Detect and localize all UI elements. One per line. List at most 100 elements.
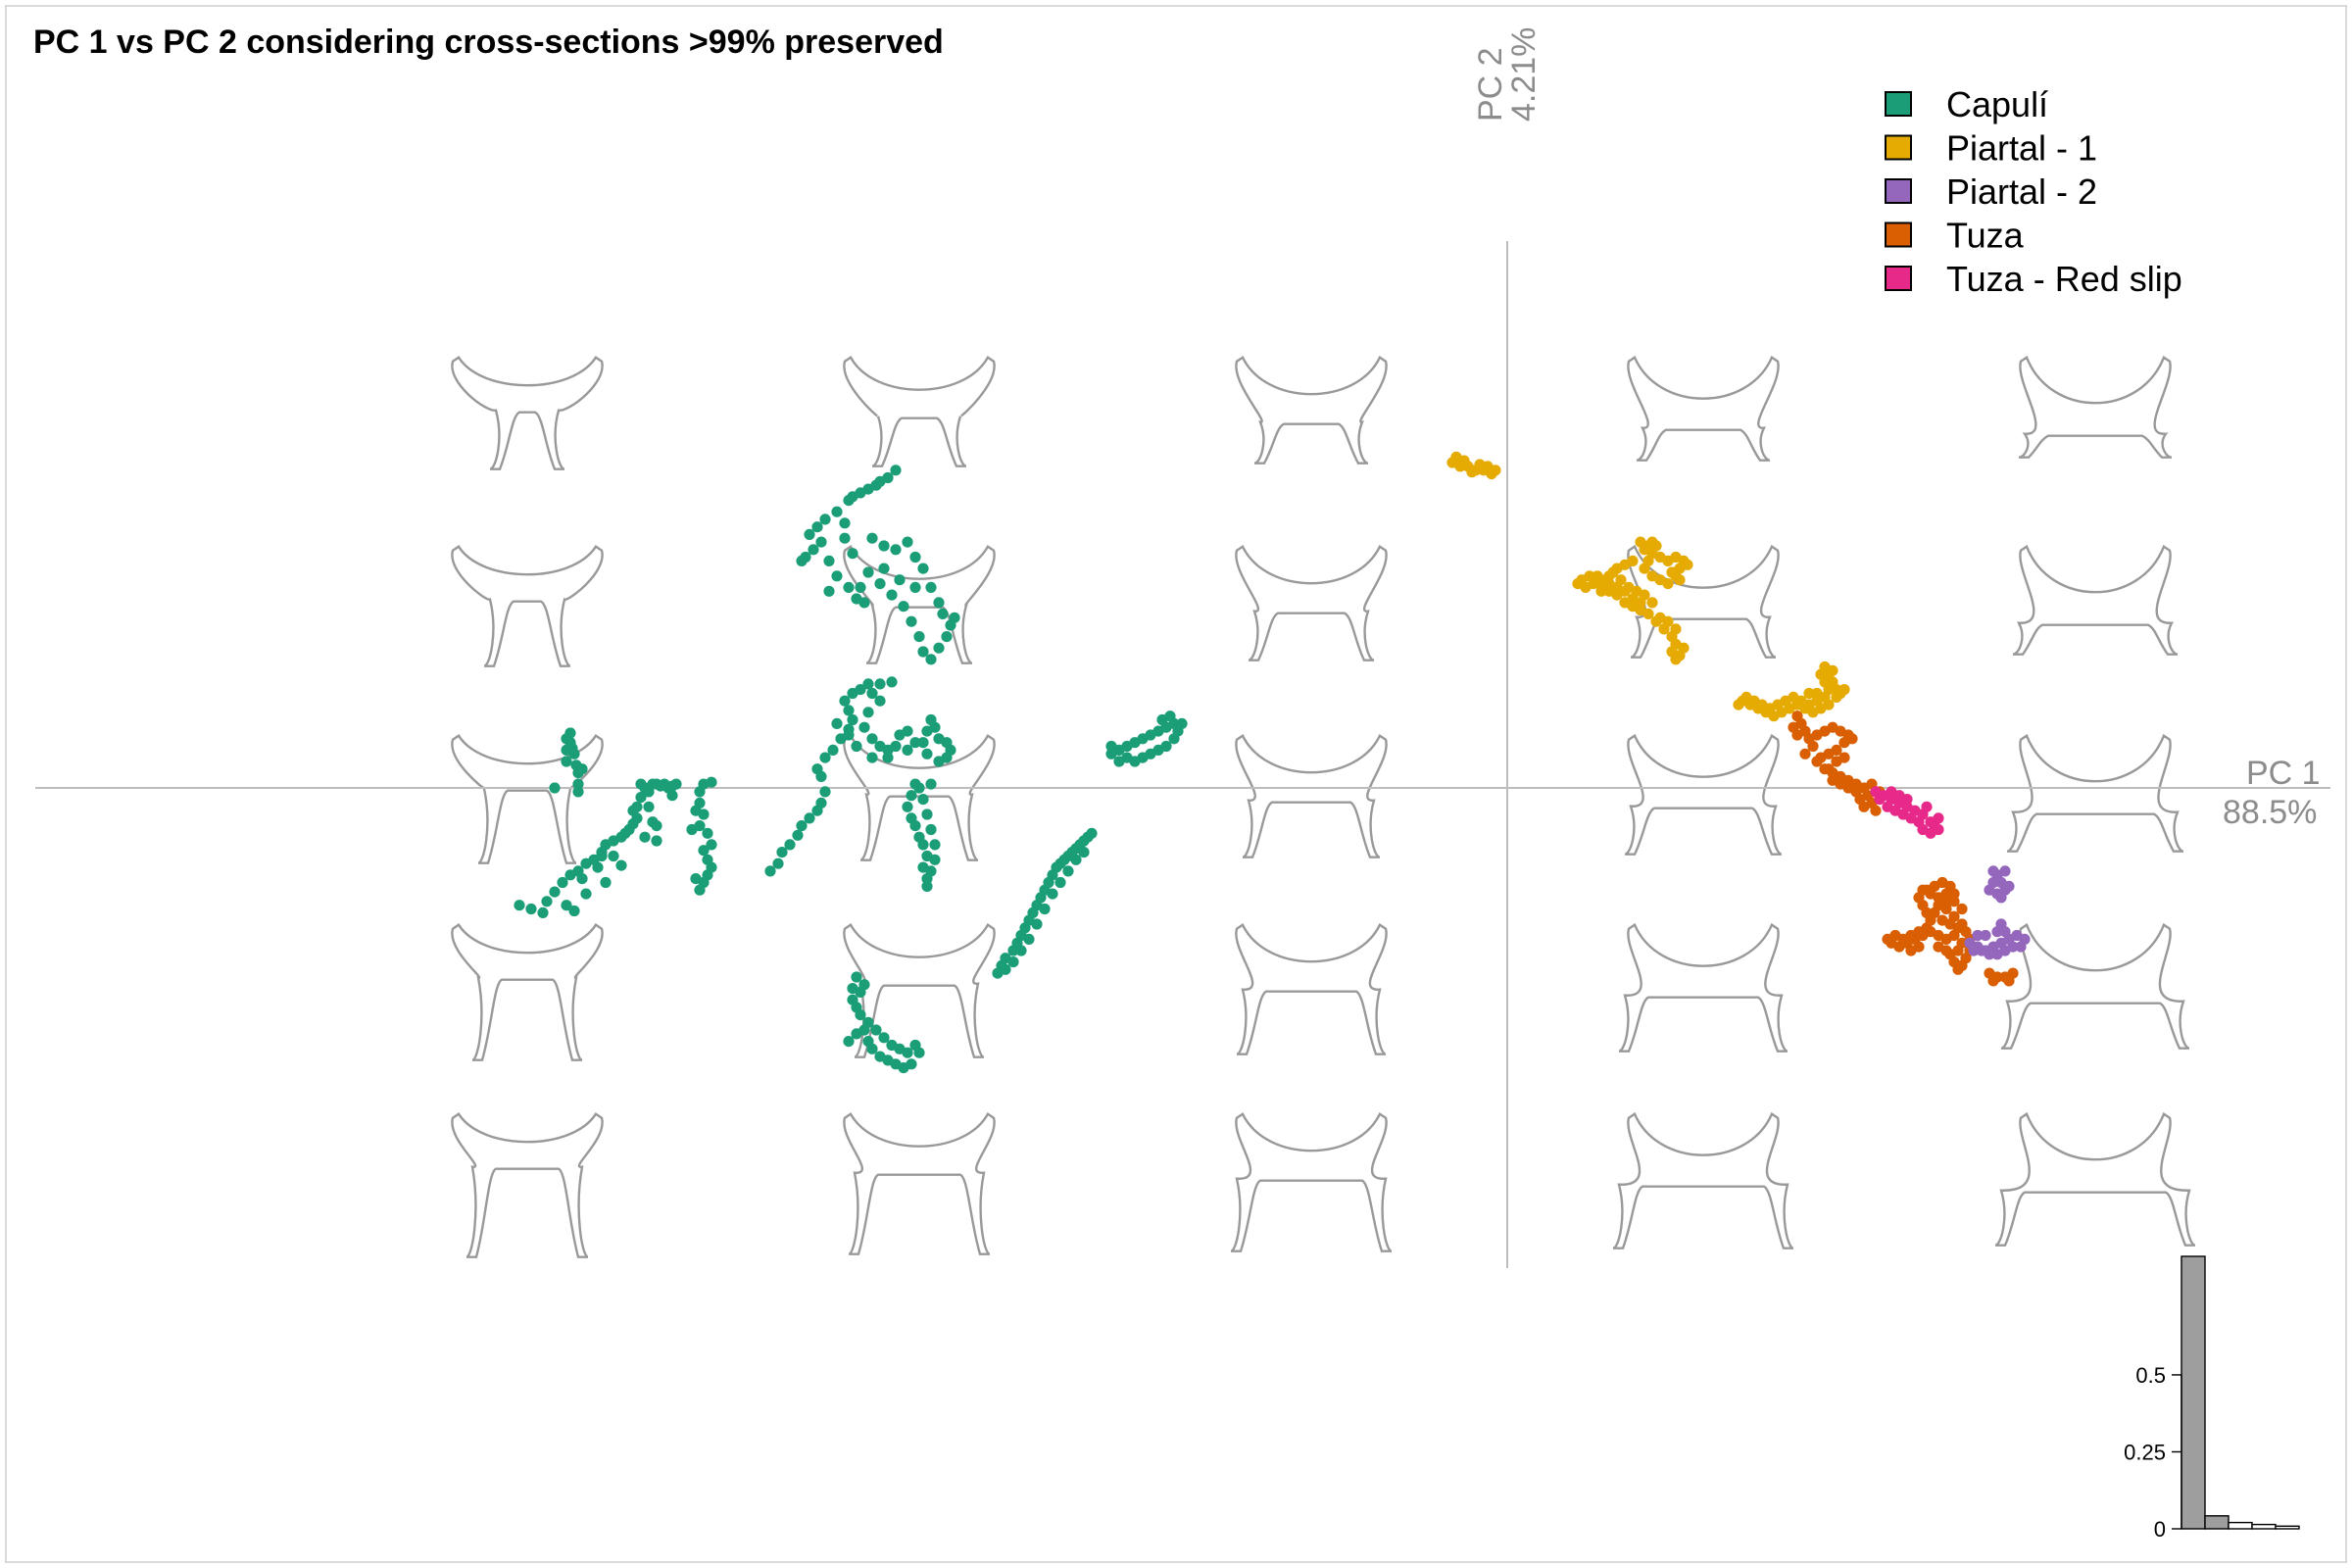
data-point [1031, 918, 1043, 930]
data-point [1678, 642, 1690, 654]
data-point [1838, 683, 1850, 696]
data-point [1078, 846, 1090, 858]
data-point [866, 733, 878, 745]
data-point [1474, 459, 1486, 470]
morpho-shape-r2-c3 [1624, 733, 1783, 856]
data-point [1987, 975, 1999, 987]
data-point [851, 971, 862, 983]
data-point [839, 532, 851, 544]
data-point [902, 725, 913, 737]
legend-label: Piartal - 1 [1946, 128, 2097, 169]
data-point [651, 835, 662, 847]
data-point [843, 729, 855, 741]
data-point [831, 506, 843, 517]
data-point [878, 1032, 890, 1044]
data-point [580, 888, 592, 900]
data-point [804, 812, 815, 824]
legend-item[interactable]: Capulí [1885, 84, 2048, 124]
data-point [906, 1058, 917, 1070]
data-point [870, 1024, 882, 1036]
data-point [1987, 865, 1999, 877]
data-point [1882, 801, 1893, 812]
pc1-axis-name: PC 1 [2246, 755, 2321, 792]
legend-swatch [1885, 134, 1912, 161]
data-point [592, 861, 604, 873]
data-point [843, 1036, 855, 1048]
data-point [929, 721, 941, 733]
legend-item[interactable]: Piartal - 2 [1885, 172, 2097, 212]
eigen-bar [2228, 1521, 2253, 1530]
data-point [1733, 699, 1744, 710]
morpho-shape-r2-c1 [843, 733, 996, 861]
data-point [1674, 574, 1686, 586]
legend-item[interactable]: Tuza - Red slip [1885, 259, 2182, 299]
data-point [866, 687, 878, 700]
data-point [855, 683, 866, 696]
data-point [886, 676, 898, 688]
data-point [608, 850, 619, 862]
data-point [698, 845, 710, 857]
data-point [925, 778, 937, 790]
data-point [1799, 748, 1811, 760]
data-point [851, 740, 862, 753]
data-point [906, 615, 917, 627]
data-point [874, 475, 886, 487]
data-point [862, 566, 874, 578]
data-point [909, 1039, 921, 1052]
inset-tick-label: 0 [2154, 1517, 2166, 1542]
data-point [686, 823, 698, 836]
data-point [1466, 466, 1478, 478]
data-point [1039, 903, 1051, 915]
morpho-shape-r3-c4 [2000, 922, 2190, 1050]
data-point [796, 819, 808, 832]
morpho-shape-r3-c3 [1618, 922, 1788, 1053]
data-point [894, 574, 906, 586]
data-point [694, 884, 706, 896]
legend-item[interactable]: Piartal - 1 [1885, 128, 2097, 169]
morpho-shape-r2-c0 [451, 734, 604, 864]
morpho-shape-r4-c0 [451, 1112, 604, 1258]
data-point [2003, 880, 2015, 893]
data-point [890, 740, 902, 753]
data-point [909, 819, 921, 832]
data-point [1788, 721, 1799, 733]
data-point [1807, 740, 1819, 753]
morpho-shape-r0-c0 [451, 356, 604, 470]
data-point [1176, 717, 1188, 730]
data-point [1070, 854, 1082, 865]
data-point [792, 829, 804, 841]
data-point [1646, 536, 1658, 548]
morpho-shape-r4-c4 [1994, 1111, 2196, 1247]
morpho-shape-r1-c4 [2012, 544, 2179, 656]
data-point [566, 742, 578, 755]
data-point [847, 982, 858, 995]
data-point [933, 597, 945, 609]
inset-tick-label: 0.25 [2124, 1440, 2166, 1464]
data-point [1635, 597, 1646, 609]
data-point [666, 790, 678, 802]
data-point [702, 827, 713, 839]
data-point [921, 748, 933, 760]
morpho-shape-r1-c3 [1627, 544, 1780, 659]
data-point [1827, 774, 1838, 786]
data-point [855, 581, 866, 594]
data-point [1921, 801, 1933, 812]
data-point [1682, 559, 1693, 570]
series-piartal-2 [1964, 865, 2031, 960]
legend-label: Piartal - 2 [1946, 172, 2097, 212]
data-point [1015, 945, 1027, 956]
legend-item[interactable]: Tuza [1885, 216, 2025, 256]
data-point [1948, 910, 1960, 922]
data-point [843, 705, 855, 716]
data-point [1933, 812, 1944, 824]
data-point [874, 678, 886, 690]
data-point [1000, 963, 1011, 975]
data-point [858, 979, 870, 991]
data-point [690, 805, 702, 816]
data-point [925, 581, 937, 594]
data-point [1831, 691, 1842, 704]
data-point [886, 1039, 898, 1052]
eigen-bar [2180, 1255, 2206, 1530]
